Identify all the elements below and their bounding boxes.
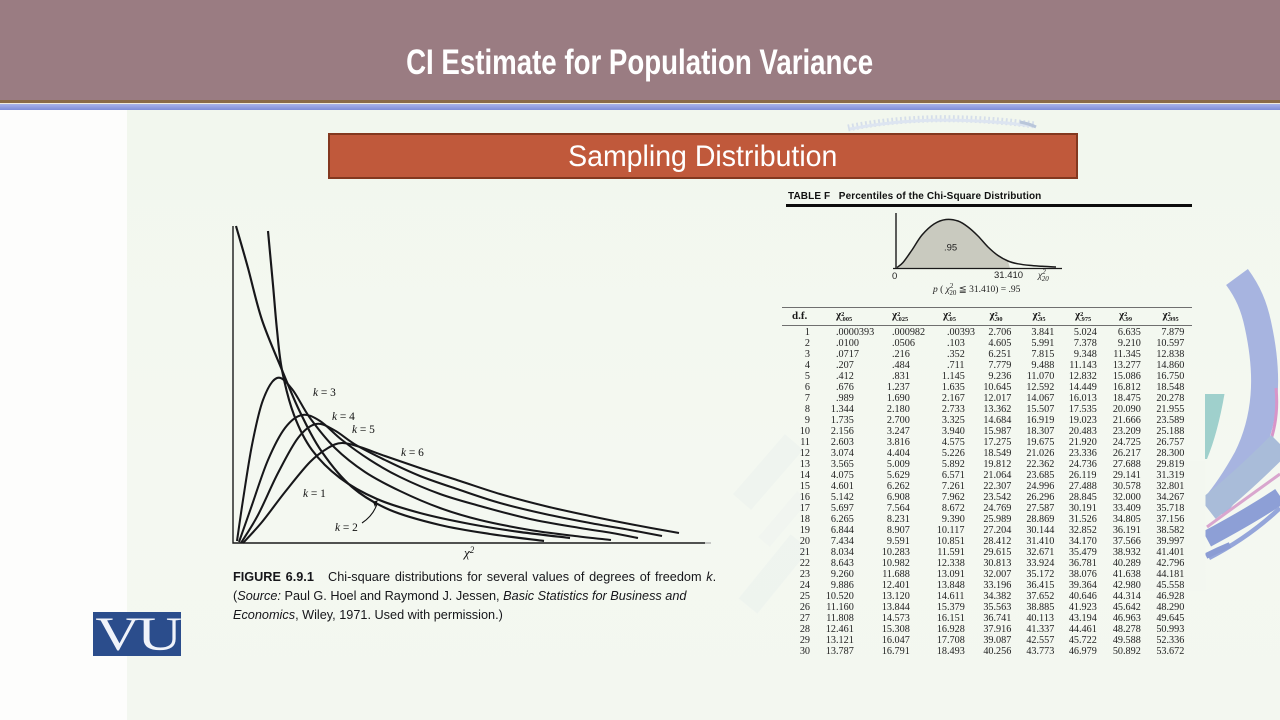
svg-text:χ2: χ2 (462, 545, 475, 560)
svg-text:k = 2: k = 2 (335, 522, 358, 534)
svg-text:k = 4: k = 4 (332, 411, 355, 423)
svg-text:.95: .95 (944, 243, 957, 254)
svg-text:0: 0 (892, 271, 897, 282)
svg-text:k = 6: k = 6 (401, 447, 424, 459)
svg-text:k = 1: k = 1 (303, 488, 326, 500)
svg-text:k = 5: k = 5 (352, 424, 375, 436)
svg-text:31.410: 31.410 (994, 270, 1023, 281)
svg-text:k = 3: k = 3 (313, 387, 336, 399)
